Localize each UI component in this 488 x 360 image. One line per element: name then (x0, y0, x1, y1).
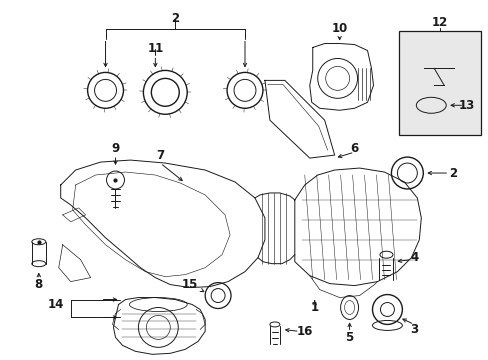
Text: 4: 4 (409, 251, 418, 264)
Text: 14: 14 (47, 298, 64, 311)
Text: 2: 2 (448, 167, 456, 180)
Text: 6: 6 (350, 141, 358, 155)
Text: 2: 2 (171, 12, 179, 25)
FancyBboxPatch shape (399, 31, 480, 135)
Text: 3: 3 (409, 323, 418, 336)
Text: 12: 12 (431, 16, 447, 29)
Text: 8: 8 (35, 278, 43, 291)
Text: 10: 10 (331, 22, 347, 35)
Text: 15: 15 (182, 278, 198, 291)
Text: 5: 5 (345, 331, 353, 344)
Text: 16: 16 (296, 325, 312, 338)
Text: 7: 7 (156, 149, 164, 162)
Text: 11: 11 (147, 42, 163, 55)
Text: 1: 1 (310, 301, 318, 314)
Text: 9: 9 (111, 141, 120, 155)
Text: 13: 13 (458, 99, 474, 112)
